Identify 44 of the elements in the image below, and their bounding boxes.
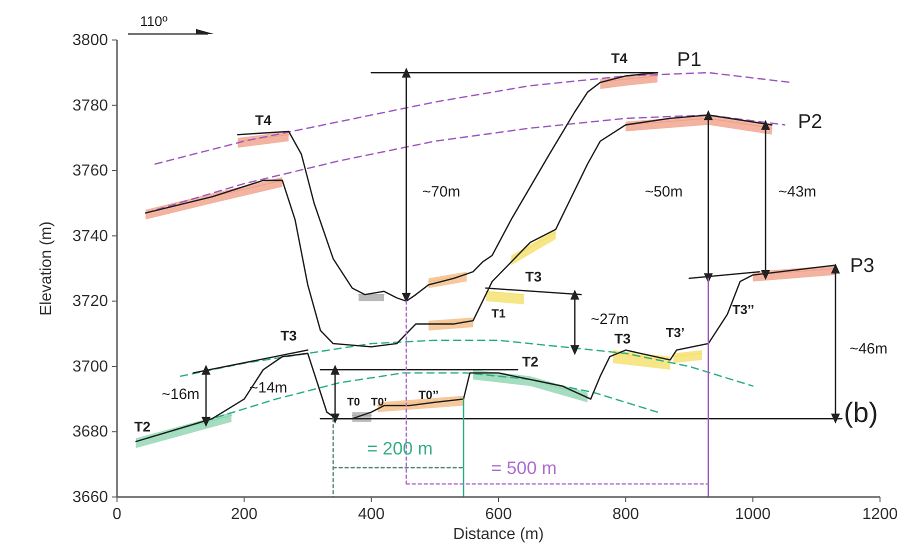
- annotation: ~27m: [590, 310, 629, 328]
- y-tick-label: 3680: [72, 424, 108, 441]
- x-tick-label: 800: [612, 506, 640, 523]
- annotation: T3: [280, 327, 298, 344]
- y-tick-label: 3660: [72, 489, 108, 506]
- x-tick-label: 600: [485, 506, 512, 523]
- annotation: T2: [522, 353, 539, 370]
- y-tick-label: 3700: [72, 358, 108, 376]
- y-tick-label: 3720: [72, 293, 108, 310]
- annotation: P2: [798, 111, 822, 134]
- annotation: T2: [134, 418, 151, 435]
- x-axis-title: Distance (m): [453, 526, 544, 543]
- x-tick-label: 0: [112, 506, 122, 523]
- annotation: ~43m: [778, 184, 816, 201]
- x-tick-label: 1200: [862, 506, 898, 523]
- annotation: T1: [491, 306, 506, 320]
- annotation: T3: [614, 330, 631, 347]
- annotation: (b): [844, 396, 878, 428]
- annotation: T0’: [371, 396, 387, 409]
- annotation: T3’: [666, 325, 685, 340]
- annotation: ~46m: [850, 340, 888, 358]
- annotation: ~16m: [162, 386, 200, 404]
- annotation: T0: [347, 396, 360, 409]
- text: 110º: [140, 13, 168, 29]
- x-tick-label: 400: [358, 506, 385, 523]
- annotation: T0’’: [418, 388, 439, 402]
- x-tick-label: 1000: [735, 506, 771, 523]
- annotation: = 500 m: [491, 458, 557, 478]
- annotation: T3’’: [732, 302, 754, 318]
- annotation: ~50m: [644, 184, 683, 201]
- y-tick-label: 3760: [72, 162, 108, 180]
- y-tick-label: 3800: [72, 32, 108, 49]
- annotation: P3: [850, 254, 874, 277]
- annotation: T3: [525, 268, 542, 285]
- y-tick-label: 3740: [72, 228, 108, 245]
- annotation: = 200 m: [367, 438, 433, 459]
- annotation: T4: [611, 50, 628, 66]
- y-axis-title: Elevation (m): [38, 221, 55, 316]
- annotation: ~70m: [422, 184, 460, 201]
- x-tick-label: 200: [230, 506, 258, 523]
- annotation: T4: [255, 112, 272, 128]
- annotation: ~14m: [249, 380, 288, 397]
- y-tick-label: 3780: [72, 97, 108, 114]
- annotation: P1: [677, 49, 702, 72]
